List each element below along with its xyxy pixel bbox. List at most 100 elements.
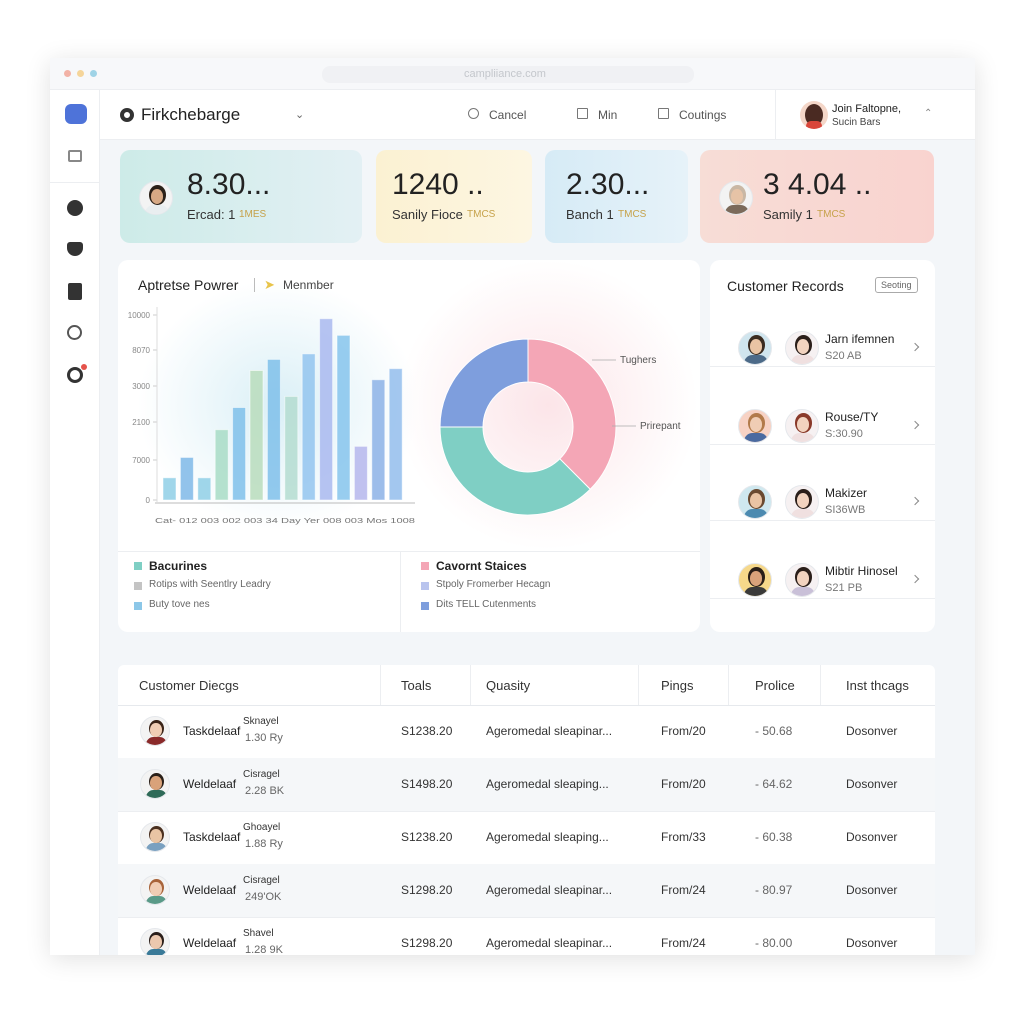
header-action[interactable]: Cancel xyxy=(489,108,527,122)
avatar-face xyxy=(796,570,810,587)
icon[interactable] xyxy=(68,150,82,162)
icon[interactable] xyxy=(68,283,82,300)
avatar-shirt xyxy=(145,737,167,745)
column-divider xyxy=(470,665,471,705)
customer-tag: Cisragel xyxy=(243,875,280,886)
cell: From/20 xyxy=(661,724,706,738)
legend-swatch xyxy=(134,602,142,610)
column-header: Toals xyxy=(401,678,432,693)
user-name: Join Faltopne, xyxy=(832,103,902,115)
record-avatar xyxy=(738,563,772,597)
chart-panel: Aptretse Powrer ➤ Menmber xyxy=(118,260,700,632)
kpi-tag: TMCS xyxy=(817,209,846,220)
avatar-shirt xyxy=(145,843,167,851)
avatar-face xyxy=(730,188,744,205)
avatar-face xyxy=(796,492,810,509)
kpi-label: Banch 1 xyxy=(566,207,614,222)
customer-avatar xyxy=(140,769,170,799)
avatar-face xyxy=(150,829,162,843)
header-action[interactable]: Min xyxy=(598,108,618,122)
avatar-shirt xyxy=(791,586,815,596)
record-avatar xyxy=(785,331,819,365)
legend-swatch xyxy=(421,602,429,610)
avatar-face xyxy=(749,338,763,355)
avatar-shirt xyxy=(806,121,822,129)
brand[interactable]: Firkchebarge xyxy=(141,105,241,124)
avatar-face xyxy=(796,338,810,355)
customer-avatar xyxy=(140,716,170,746)
user-avatar[interactable] xyxy=(800,101,828,129)
record-name: Jarn ifemnen xyxy=(825,332,895,346)
kpi-value: 1240 .. xyxy=(392,168,484,201)
customer-avatar xyxy=(140,822,170,852)
customer-tag: Ghoayel xyxy=(243,822,281,833)
action-icon xyxy=(658,108,669,119)
avatar-shirt xyxy=(744,508,768,518)
url-bar[interactable] xyxy=(322,66,694,83)
legend-label: Cavornt Staices xyxy=(436,559,527,573)
customer-sub: 1.88 Ry xyxy=(245,838,283,850)
icon[interactable] xyxy=(67,200,83,216)
customer-name: Taskdelaaf xyxy=(183,724,241,738)
avatar-shirt xyxy=(744,354,768,364)
cell: From/24 xyxy=(661,936,706,950)
avatar-face xyxy=(150,882,162,896)
kpi-value: 3 4.04 .. xyxy=(763,168,872,201)
cell: From/33 xyxy=(661,830,706,844)
icon[interactable] xyxy=(67,367,83,383)
record-avatar xyxy=(738,409,772,443)
avatar-shirt xyxy=(791,354,815,364)
kpi-avatar xyxy=(139,181,173,215)
legend-label: Stpoly Fromerber Hecagn xyxy=(436,579,551,590)
cell: From/24 xyxy=(661,883,706,897)
legend-label: Buty tove nes xyxy=(149,599,210,610)
cell: S1498.20 xyxy=(401,777,453,791)
wash-blue xyxy=(138,280,418,530)
cell: S1238.20 xyxy=(401,724,453,738)
row-divider xyxy=(710,598,935,599)
sidebar xyxy=(50,90,100,955)
customer-tag: Shavel xyxy=(243,928,274,939)
avatar-hair xyxy=(805,104,823,126)
row-divider xyxy=(710,444,935,445)
cell: - 64.62 xyxy=(755,777,793,791)
logo[interactable] xyxy=(65,104,87,124)
cell: Ageromedal sleaping... xyxy=(486,830,609,844)
avatar-shirt xyxy=(791,432,815,442)
icon[interactable] xyxy=(67,325,82,340)
wash-pink xyxy=(398,260,698,550)
legend-swatch xyxy=(421,582,429,590)
column-header: Prolice xyxy=(755,678,795,693)
header-action[interactable]: Coutings xyxy=(679,108,727,122)
url: campliiance.com xyxy=(464,68,546,80)
legend-divider xyxy=(400,551,401,632)
cell: - 80.97 xyxy=(755,883,793,897)
avatar-shirt xyxy=(145,949,167,955)
kpi-card xyxy=(545,150,688,243)
top-header: Firkchebarge ⌄ Join Faltopne, Sucin Bars… xyxy=(100,90,975,140)
icon[interactable] xyxy=(67,242,83,256)
avatar-shirt xyxy=(145,204,169,214)
kpi-label: Samily 1 xyxy=(763,207,813,222)
record-name: Makizer xyxy=(825,486,868,500)
legend-swatch xyxy=(421,562,429,570)
customer-name: Weldelaaf xyxy=(183,883,237,897)
panel-filter[interactable]: Menmber xyxy=(283,278,334,292)
row-divider xyxy=(710,366,935,367)
dot xyxy=(90,70,97,77)
cell: - 50.68 xyxy=(755,724,793,738)
records-button[interactable]: Seoting xyxy=(875,277,918,293)
record-avatar xyxy=(785,485,819,519)
user-caret[interactable]: ⌃ xyxy=(924,108,933,119)
avatar-shirt xyxy=(145,896,167,904)
cell: Ageromedal sleapinar... xyxy=(486,936,613,950)
panel-title: Aptretse Powrer xyxy=(138,277,239,293)
legend-swatch xyxy=(134,562,142,570)
record-avatar xyxy=(785,409,819,443)
record-name: Mibtir Hinosel xyxy=(825,564,898,578)
avatar-face xyxy=(749,416,763,433)
divider xyxy=(775,90,776,140)
column-divider xyxy=(638,665,639,705)
cell: Dosonver xyxy=(846,724,898,738)
